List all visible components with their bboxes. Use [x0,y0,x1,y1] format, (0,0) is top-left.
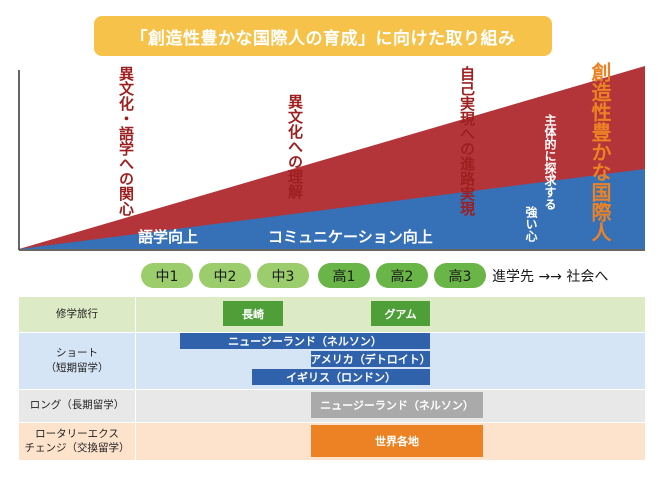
label-creative-global-person: 創造性豊かな国際人 [588,62,612,242]
grade-pill-jh3: 中3 [257,263,309,288]
label-strong-heart: 強い心 [524,206,538,242]
grade-pill-jh1: 中1 [141,263,193,288]
bar-worldwide: 世界各地 [311,425,483,457]
row-label-rotary-exchange: ロータリーエクス チェンジ（交換留学） [24,427,130,454]
label-communication-improvement: コミュニケーション向上 [268,228,433,246]
bar-short-america: アメリカ（デトロイト） [310,351,431,367]
column-separator [135,297,136,460]
row-label-short-study: ショート （短期留学） [45,347,109,374]
bar-long-new-zealand: ニュージーランド（ネルソン） [311,392,483,418]
growth-wedge-chart [18,66,645,251]
bar-guam: グアム [371,301,430,326]
row-separator [19,332,645,333]
label-proactive-inquiry: 主体的に探求する [543,114,557,210]
row-label-school-trip: 修学旅行 [56,308,98,321]
grade-pill-hs1: 高1 [318,263,370,288]
bar-short-uk: イギリス（ロンドン） [252,369,430,385]
grade-pill-hs3: 高3 [434,263,486,288]
row-band-school-trip [19,297,645,332]
row-separator [19,389,645,390]
label-intercultural-interest: 異文化・語学への関心 [117,66,135,216]
row-separator [19,422,645,423]
future-path-label: 進学先 →→ 社会へ [492,269,609,285]
bar-nagasaki: 長崎 [223,301,283,326]
blue-wedge [19,169,645,249]
bar-short-new-zealand: ニュージーランド（ネルソン） [180,333,430,349]
grade-pill-jh2: 中2 [199,263,251,288]
grade-pill-hs2: 高2 [376,263,428,288]
row-label-long-study: ロング（長期留学） [29,399,125,412]
label-self-realization: 自己実現への進路実現 [458,66,476,216]
label-language-improvement: 語学向上 [138,228,199,246]
page-title: 「創造性豊かな国際人の育成」に向けた取り組み [94,16,552,56]
label-intercultural-understanding: 異文化への理解 [286,94,304,199]
